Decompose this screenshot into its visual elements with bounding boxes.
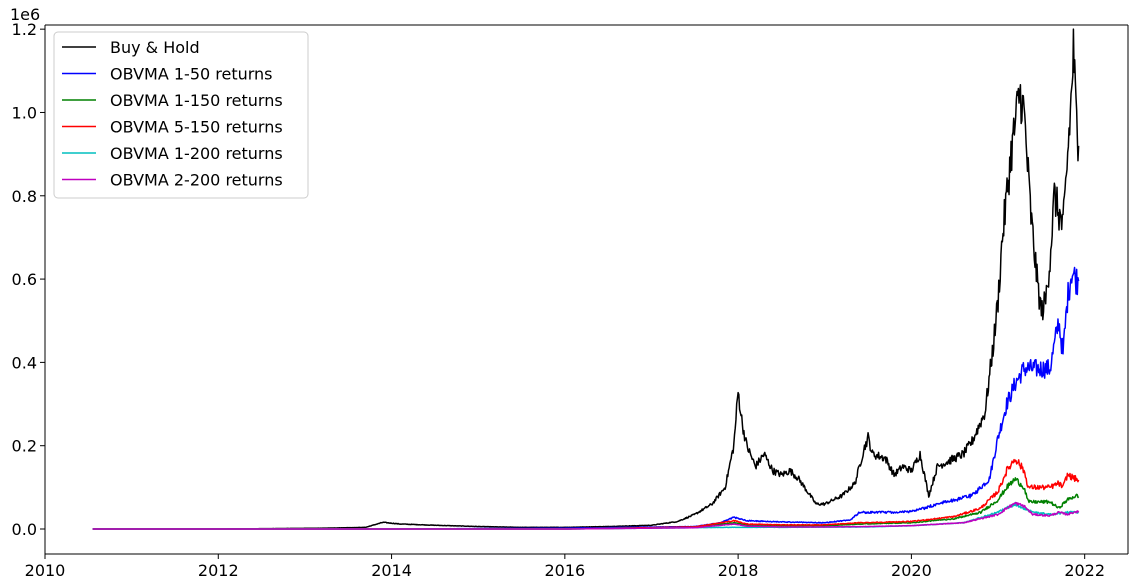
- legend-label: OBVMA 1-150 returns: [110, 91, 283, 110]
- x-tick-label: 2010: [25, 561, 66, 580]
- legend-box: [53, 31, 309, 199]
- legend-label: OBVMA 5-150 returns: [110, 118, 283, 137]
- y-tick-label: 0.4: [12, 353, 37, 372]
- y-tick-label: 1.0: [12, 103, 37, 122]
- x-tick-label: 2022: [1064, 561, 1105, 580]
- x-tick-label: 2018: [718, 561, 759, 580]
- x-tick-label: 2016: [544, 561, 585, 580]
- y-axis-offset-label: 1e6: [10, 5, 40, 24]
- legend: Buy & Hold OBVMA 1-50 returns OBVMA 1-150 …: [53, 31, 309, 199]
- y-tick-label: 0.6: [12, 270, 37, 289]
- x-tick-label: 2012: [198, 561, 239, 580]
- axes-group: 2010 2012 2014 2016 2018 2020 2022 0.0 0.2 0.4 0.6…: [12, 20, 1129, 580]
- y-tick-label: 1.2: [12, 20, 37, 39]
- series-line-5: [92, 501, 1080, 530]
- legend-label: Buy & Hold: [110, 38, 200, 57]
- legend-label: OBVMA 2-200 returns: [110, 171, 283, 190]
- x-tick-label: 2020: [891, 561, 932, 580]
- y-tick-label: 0.0: [12, 520, 37, 539]
- x-tick-label: 2014: [371, 561, 412, 580]
- y-tick-label: 0.8: [12, 187, 37, 206]
- legend-label: OBVMA 1-50 returns: [110, 65, 273, 84]
- y-tick-label: 0.2: [12, 437, 37, 456]
- legend-label: OBVMA 1-200 returns: [110, 144, 283, 163]
- series-group: [92, 28, 1080, 530]
